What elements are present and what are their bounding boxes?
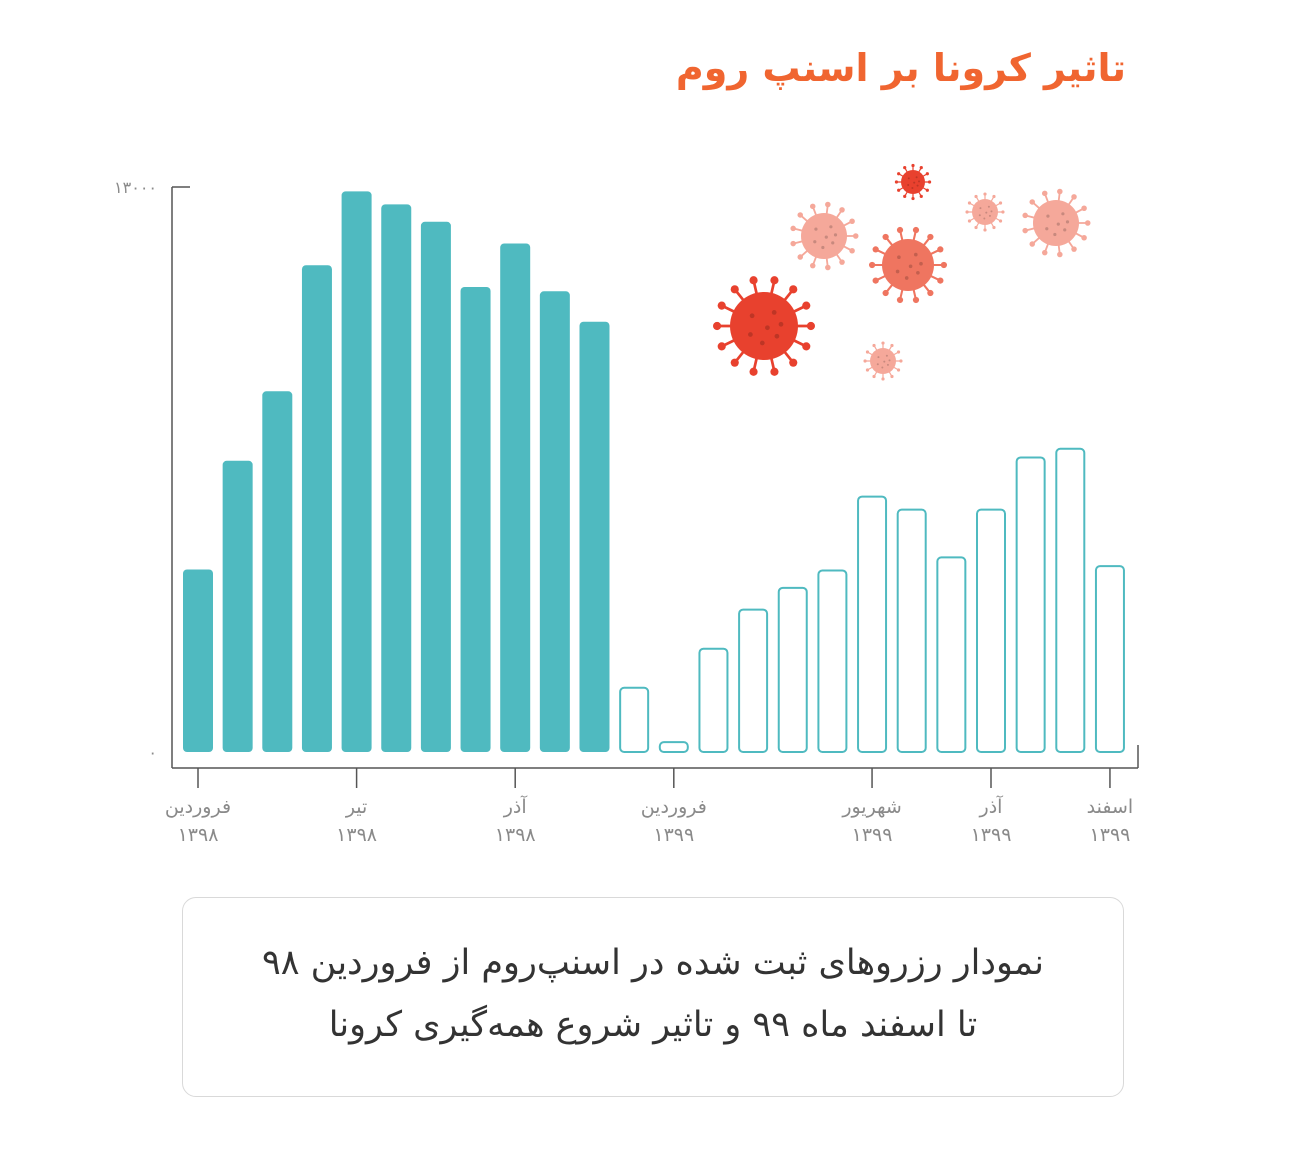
bar-outline (1015, 456, 1046, 753)
bar-outline (738, 608, 769, 753)
chart-axes: ۰ ۱۳۰۰۰ (114, 178, 1139, 769)
chart-ticks: فروردین ۱۳۹۸ تیر ۱۳۹۸ آذر ۱۳۹۸ فروردین ۱۳۹۹ شهری… (165, 768, 1133, 846)
x-tick-label-year: ۱۳۹۸ (178, 824, 219, 846)
x-tick-label-month: فروردین (165, 796, 231, 818)
virus-icon (713, 276, 815, 376)
bar-filled (341, 191, 372, 752)
caption-line-2: تا اسفند ماه ۹۹ و تاثیر شروع همه‌گیری کر… (328, 1005, 978, 1045)
bar-outline (857, 495, 888, 754)
x-tick-label-year: ۱۳۹۸ (336, 824, 377, 846)
bar-outline (1055, 447, 1086, 753)
x-tick-label-year: ۱۳۹۸ (495, 824, 536, 846)
virus-icon (869, 226, 947, 304)
virus-illustrations (713, 163, 1091, 381)
x-tick-label-month: آذر (503, 794, 528, 818)
x-tick-label-month: اسفند (1087, 796, 1134, 818)
x-tick-label-year: ۱۳۹۹ (1090, 824, 1131, 846)
chart-title: تاثیر کرونا بر اسنپ روم (675, 46, 1126, 90)
bar-filled (301, 265, 332, 752)
bar-filled (222, 460, 253, 752)
bar-outline (976, 508, 1006, 753)
bar-filled (420, 221, 451, 752)
virus-icon (863, 341, 903, 381)
bar-filled (500, 243, 531, 752)
x-tick-label-month: شهریور (841, 796, 901, 818)
virus-icon (965, 192, 1005, 232)
bar-outline (619, 686, 650, 753)
bar-filled (381, 204, 412, 752)
caption-line-1: نمودار رزروهای ثبت شده در اسنپ‌روم از فر… (261, 943, 1045, 983)
x-tick-label-year: ۱۳۹۹ (653, 824, 694, 846)
virus-icon (790, 201, 859, 271)
bar-outline (1094, 565, 1125, 753)
virus-icon (894, 163, 932, 201)
bar-filled (183, 569, 213, 752)
bar-outline (658, 741, 689, 754)
bar-chart: ۰ ۱۳۰۰۰ فروردین ۱۳۹۸ تیر ۱۳۹۸ آذر ۱۳۹۸ فروردین ۱… (114, 163, 1139, 846)
chart-caption: نمودار رزروهای ثبت شده در اسنپ‌روم از فر… (183, 932, 1123, 1056)
bar-outline (896, 508, 927, 753)
x-tick-label-month: تیر (345, 796, 368, 818)
bar-outline (698, 647, 729, 754)
virus-icon (1022, 188, 1091, 258)
x-tick-label-year: ۱۳۹۹ (852, 824, 893, 846)
x-tick-label-month: فروردین (641, 796, 707, 818)
y-tick-label: ۱۳۰۰۰ (114, 178, 157, 197)
bar-outline (936, 556, 967, 754)
y-tick-label: ۰ (148, 743, 157, 762)
chart-bars (183, 191, 1125, 754)
bar-filled (460, 286, 491, 752)
x-tick-label-month: آذر (979, 794, 1004, 818)
x-tick-label-year: ۱۳۹۹ (971, 824, 1012, 846)
bar-filled (539, 291, 570, 752)
bar-filled (262, 391, 293, 752)
caption-box: نمودار رزروهای ثبت شده در اسنپ‌روم از فر… (182, 897, 1124, 1097)
bar-filled (579, 321, 610, 752)
bar-outline (817, 569, 848, 754)
bar-outline (777, 586, 808, 753)
